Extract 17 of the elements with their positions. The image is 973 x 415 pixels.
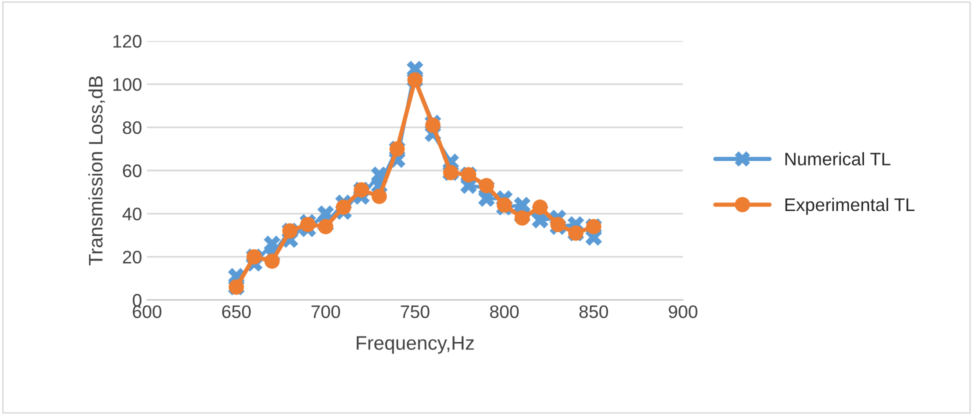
x-axis-title: Frequency,Hz <box>356 336 474 354</box>
y-tick-label: 120 <box>113 34 142 48</box>
x-tick-label: 900 <box>668 305 698 318</box>
x-tick-label: 700 <box>312 305 340 318</box>
x-tick-label: 750 <box>400 305 430 318</box>
legend-label: Numerical TL <box>785 152 890 166</box>
x-tick-label: 600 <box>132 305 162 318</box>
y-tick-label: 100 <box>113 78 142 91</box>
x-tick-label: 650 <box>222 305 251 318</box>
x-tick-label: 850 <box>579 305 608 318</box>
legend-label: Experimental TL <box>785 198 914 215</box>
y-tick-label: 20 <box>122 250 142 264</box>
x-tick-label: 800 <box>490 305 519 318</box>
y-axis-title: Transmission Loss,dB <box>88 76 105 266</box>
y-tick-label: 60 <box>122 164 142 178</box>
y-tick-label: 40 <box>122 208 142 220</box>
y-tick-label: 80 <box>122 121 142 134</box>
